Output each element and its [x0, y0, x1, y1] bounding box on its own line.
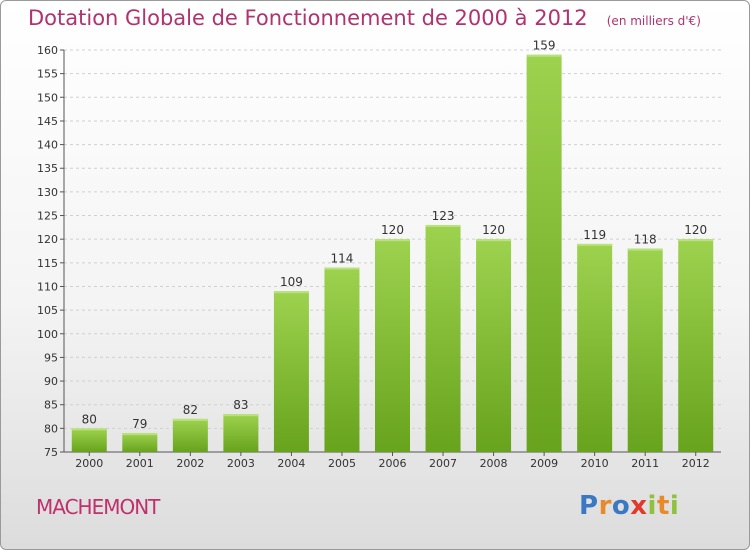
bar [172, 418, 208, 452]
data-label: 120 [381, 223, 404, 237]
y-tick-label: 110 [37, 280, 58, 293]
bar [122, 433, 158, 452]
x-tick-label: 2002 [176, 457, 204, 470]
bar [324, 267, 360, 452]
bar-highlight [273, 291, 309, 294]
y-tick-label: 95 [44, 351, 58, 364]
bar-highlight [375, 239, 410, 242]
data-label: 159 [533, 39, 556, 53]
data-label: 114 [331, 252, 354, 266]
x-tick-label: 2011 [631, 457, 659, 470]
x-tick-label: 2012 [682, 457, 710, 470]
y-tick-label: 90 [44, 375, 58, 388]
bar-highlight [425, 224, 461, 227]
commune-name: MACHEMONT [36, 495, 160, 519]
y-tick-label: 75 [44, 446, 58, 459]
data-label: 119 [583, 228, 606, 242]
bar-highlight [122, 433, 158, 436]
x-tick-label: 2001 [126, 457, 154, 470]
data-label: 120 [482, 223, 505, 237]
bar [678, 239, 714, 452]
x-tick-label: 2006 [379, 457, 407, 470]
bar-highlight [223, 414, 259, 417]
x-tick-label: 2008 [480, 457, 508, 470]
bar [526, 54, 562, 453]
bar-highlight [627, 248, 663, 251]
y-tick-label: 105 [37, 304, 58, 317]
data-label: 109 [280, 275, 303, 289]
bar [223, 414, 259, 452]
bar [627, 248, 663, 452]
bar [375, 239, 410, 452]
y-tick-label: 135 [37, 162, 58, 175]
data-label: 120 [684, 223, 707, 237]
x-tick-label: 2007 [429, 457, 457, 470]
bar-highlight [476, 239, 512, 242]
y-tick-label: 145 [37, 115, 58, 128]
chart-subtitle: (en milliers d'€) [606, 14, 701, 28]
bar [273, 291, 309, 452]
chart-title: Dotation Globale de Fonctionnement de 20… [28, 6, 588, 30]
y-tick-label: 140 [37, 139, 58, 152]
chart-title-block: Dotation Globale de Fonctionnement de 20… [28, 6, 701, 30]
y-tick-label: 155 [37, 68, 58, 81]
y-tick-label: 85 [44, 399, 58, 412]
data-label: 118 [634, 233, 657, 247]
bar [476, 239, 512, 452]
y-tick-label: 130 [37, 186, 58, 199]
data-label: 79 [132, 417, 147, 431]
x-tick-label: 2009 [530, 457, 558, 470]
data-label: 80 [82, 412, 97, 426]
x-tick-label: 2003 [227, 457, 255, 470]
y-tick-label: 100 [37, 328, 58, 341]
bar-highlight [172, 418, 208, 421]
bar-highlight [577, 243, 613, 246]
x-tick-label: 2010 [581, 457, 609, 470]
bar-highlight [678, 239, 714, 242]
bar [71, 428, 107, 452]
data-label: 82 [183, 403, 198, 417]
data-label: 83 [233, 398, 248, 412]
proxiti-logo: Proxiti [579, 491, 680, 521]
y-tick-label: 125 [37, 210, 58, 223]
bar [577, 243, 613, 452]
bar-highlight [71, 428, 107, 431]
x-tick-label: 2000 [75, 457, 103, 470]
bar-highlight [324, 267, 360, 270]
y-tick-label: 115 [37, 257, 58, 270]
bar [425, 224, 461, 452]
y-tick-label: 80 [44, 422, 58, 435]
x-tick-label: 2004 [277, 457, 305, 470]
data-label: 123 [432, 209, 455, 223]
y-tick-label: 150 [37, 91, 58, 104]
bar-highlight [526, 54, 562, 57]
y-tick-label: 120 [37, 233, 58, 246]
x-tick-label: 2005 [328, 457, 356, 470]
y-tick-label: 160 [37, 44, 58, 57]
